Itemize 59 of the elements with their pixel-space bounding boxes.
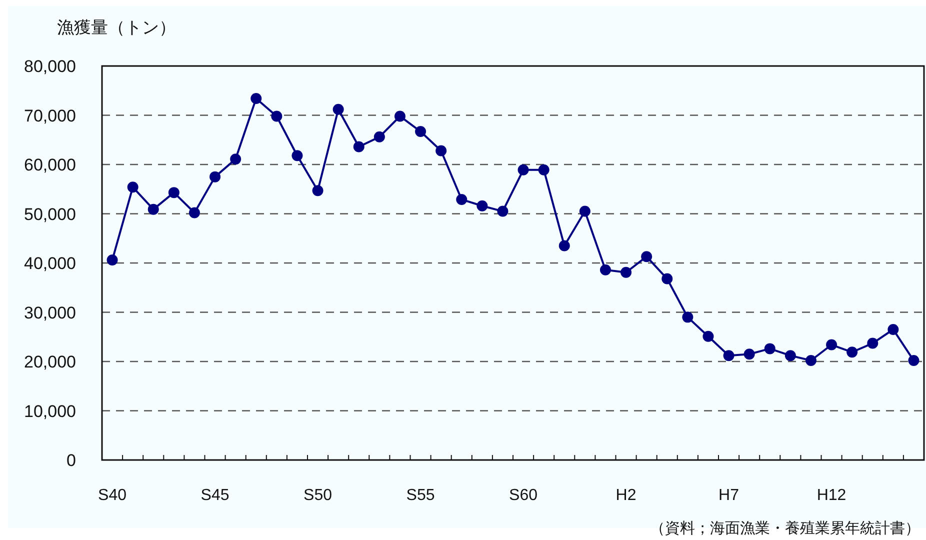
point (210, 171, 221, 182)
point (846, 346, 858, 358)
point (374, 131, 385, 142)
point (558, 240, 570, 252)
point (600, 264, 611, 276)
point (723, 350, 734, 362)
x-tick-label: S55 (406, 487, 435, 504)
point (662, 273, 673, 284)
point (579, 206, 590, 217)
point (908, 355, 920, 366)
point (641, 251, 652, 262)
point (292, 150, 303, 162)
point (784, 350, 796, 362)
x-tick-label: S45 (200, 487, 230, 504)
y-tick-label: 50,000 (24, 204, 76, 224)
y-tick-label: 60,000 (24, 156, 76, 174)
point (805, 355, 816, 366)
point (148, 204, 159, 215)
point (682, 312, 694, 323)
x-tick-label: H12 (816, 487, 846, 504)
point (476, 200, 488, 212)
y-tick-label: 70,000 (24, 106, 76, 126)
point (764, 343, 776, 354)
x-tick-label: S40 (98, 487, 127, 504)
point (867, 338, 878, 349)
y-tick-label: 80,000 (24, 57, 76, 76)
point (702, 330, 714, 342)
point (538, 164, 550, 176)
point (456, 194, 468, 205)
point (312, 185, 324, 196)
point (332, 104, 344, 115)
point (826, 339, 838, 350)
point (353, 141, 364, 152)
y-tick-label: 30,000 (24, 303, 76, 322)
point (415, 126, 426, 138)
y-tick-label: 0 (66, 451, 76, 470)
point (106, 254, 118, 266)
y-tick-label: 10,000 (24, 402, 76, 421)
x-tick-label: S60 (509, 487, 538, 504)
x-tick-label: H2 (616, 487, 636, 504)
point (394, 110, 406, 122)
point (250, 93, 262, 104)
point (744, 348, 755, 360)
y-axis-title: 漁獲量（トン） (57, 18, 176, 37)
text: （資料；海面漁業・養殖業累年統計書） (650, 520, 920, 537)
point (518, 164, 529, 176)
point (436, 145, 447, 156)
point (188, 207, 200, 218)
point (168, 187, 180, 198)
point (497, 206, 508, 217)
point (230, 154, 242, 165)
point (127, 182, 138, 193)
x-tick-label: H7 (718, 487, 740, 504)
point (271, 110, 282, 122)
y-tick-label: 40,000 (24, 254, 76, 273)
point (888, 324, 899, 335)
x-tick-label: S50 (304, 487, 332, 504)
y-tick-label: 20,000 (24, 352, 76, 372)
point (620, 266, 632, 278)
